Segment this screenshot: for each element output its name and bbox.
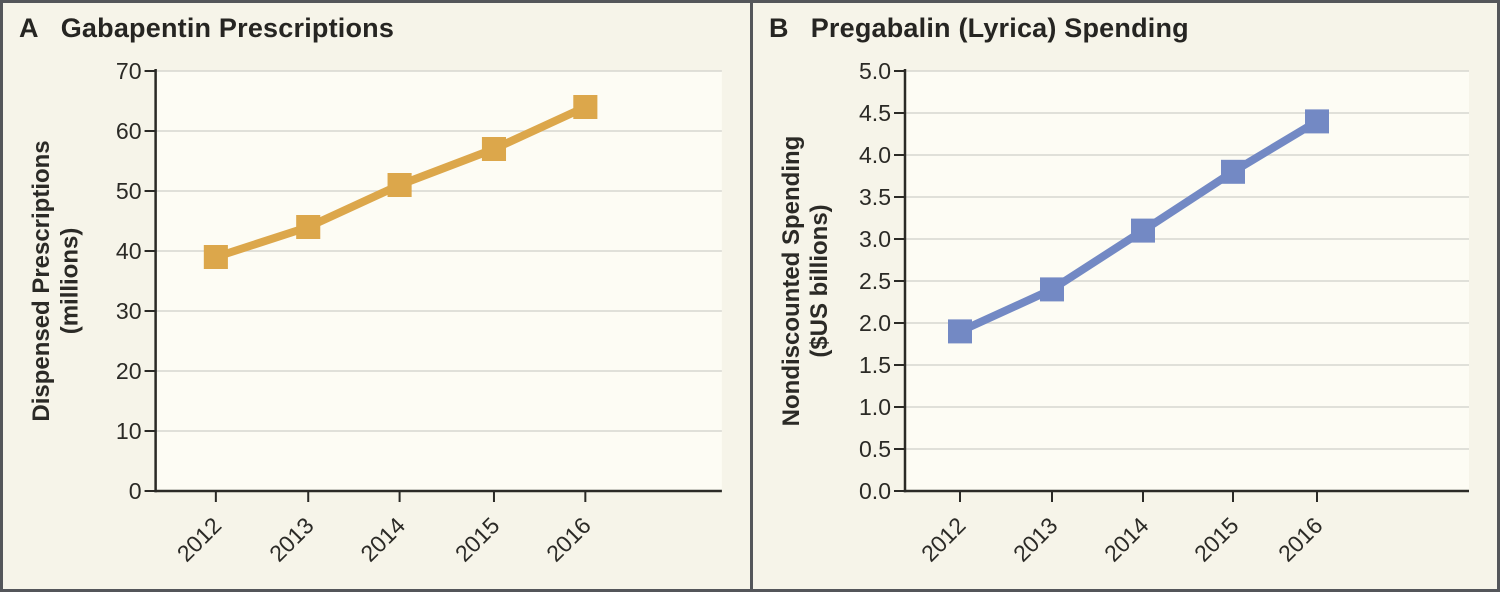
y-tick-label: 5.0 <box>859 58 891 84</box>
panel-title: Pregabalin (Lyrica) Spending <box>810 13 1189 43</box>
y-tick-label: 2.5 <box>859 268 891 294</box>
panel-letter: A <box>19 13 39 43</box>
x-tick-label: 2012 <box>172 512 227 567</box>
y-tick-label: 10 <box>116 418 142 444</box>
data-point-marker <box>296 215 321 239</box>
panel-b-header: B Pregabalin (Lyrica) Spending <box>769 13 1189 44</box>
panel-a-header: A Gabapentin Prescriptions <box>19 13 394 44</box>
data-point-marker <box>1131 218 1155 243</box>
x-tick-label: 2012 <box>916 512 971 567</box>
x-tick-label: 2013 <box>1008 512 1063 567</box>
y-tick-label: 3.5 <box>859 184 891 210</box>
y-tick-label: 60 <box>116 118 142 144</box>
y-axis-label: (millions) <box>56 228 83 335</box>
x-tick-label: 2016 <box>541 512 596 567</box>
data-point-marker <box>1221 159 1245 184</box>
x-tick-label: 2015 <box>450 512 505 567</box>
panel-b: B Pregabalin (Lyrica) Spending 0.0 0.5 1.0… <box>753 3 1497 589</box>
x-tick-label: 2014 <box>355 512 410 567</box>
x-tick-label: 2015 <box>1189 512 1244 567</box>
y-tick-label: 70 <box>116 58 142 84</box>
plot-area <box>155 71 722 491</box>
y-tick-label: 0 <box>129 478 142 504</box>
y-tick-label: 1.0 <box>859 394 891 420</box>
panel-divider <box>750 3 753 589</box>
panel-letter: B <box>769 13 789 43</box>
y-tick-label: 2.0 <box>859 310 891 336</box>
data-point-marker <box>573 95 598 119</box>
panel-a: A Gabapentin Prescriptions 0 10 20 30 40 50 60… <box>3 3 750 589</box>
data-point-marker <box>1040 277 1064 302</box>
panel-title: Gabapentin Prescriptions <box>60 13 395 43</box>
y-tick-label: 20 <box>116 358 142 384</box>
y-axis-label: Nondiscounted Spending <box>778 136 805 427</box>
data-point-marker <box>1305 109 1329 134</box>
y-tick-label: 0.5 <box>859 436 891 462</box>
data-point-marker <box>203 245 228 269</box>
y-tick-label: 50 <box>116 178 142 204</box>
data-point-marker <box>387 173 412 197</box>
data-point-marker <box>481 137 507 161</box>
y-tick-label: 4.0 <box>859 142 891 168</box>
y-axis-label: Dispensed Prescriptions <box>28 140 55 421</box>
x-tick-label: 2013 <box>264 512 319 567</box>
y-tick-label: 4.5 <box>859 100 891 126</box>
chart-canvas-pregabalin: 0.0 0.5 1.0 1.5 2.0 2.5 3.0 3.5 4.0 4.5 5.0 2012 201… <box>778 58 1469 567</box>
y-tick-label: 30 <box>116 298 142 324</box>
data-point-marker <box>948 319 972 344</box>
x-tick-label: 2014 <box>1099 512 1154 567</box>
y-tick-label: 40 <box>116 238 142 264</box>
y-tick-label: 0.0 <box>859 478 891 504</box>
chart-canvas-gabapentin: 0 10 20 30 40 50 60 70 2012 2013 2014 2015 2016 Dispe… <box>28 58 722 567</box>
y-axis-label: ($US billions) <box>806 204 833 357</box>
x-tick-label: 2016 <box>1273 512 1328 567</box>
y-tick-label: 1.5 <box>859 352 891 378</box>
y-tick-label: 3.0 <box>859 226 891 252</box>
